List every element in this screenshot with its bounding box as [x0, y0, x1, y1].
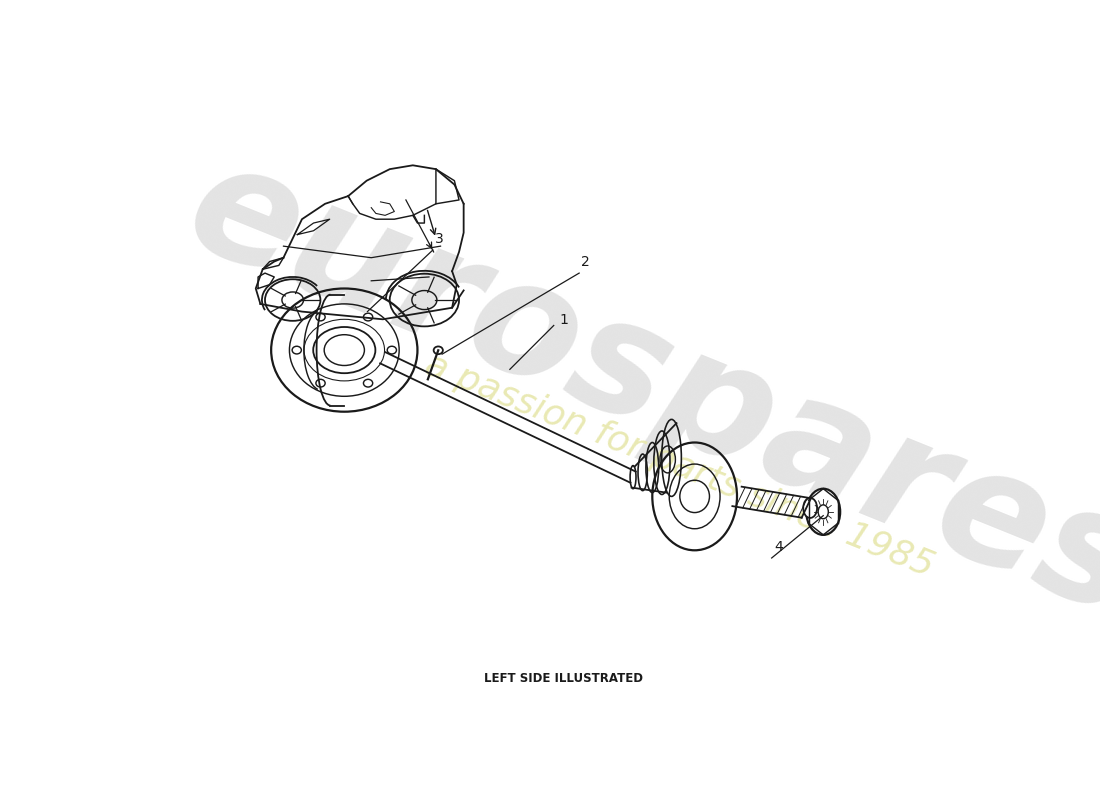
- Text: a passion for parts since 1985: a passion for parts since 1985: [420, 347, 938, 584]
- Text: LEFT SIDE ILLUSTRATED: LEFT SIDE ILLUSTRATED: [484, 672, 644, 685]
- Text: 1: 1: [560, 313, 569, 327]
- Text: 2: 2: [582, 255, 591, 270]
- Ellipse shape: [806, 489, 840, 535]
- Text: 3: 3: [436, 232, 444, 246]
- Ellipse shape: [433, 346, 443, 354]
- Text: 4: 4: [774, 540, 783, 554]
- Ellipse shape: [803, 498, 817, 518]
- Text: eurospares: eurospares: [166, 127, 1100, 650]
